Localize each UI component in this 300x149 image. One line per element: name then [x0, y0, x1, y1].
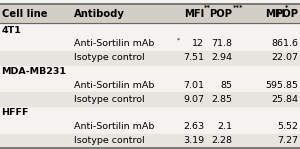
Text: ***: ***: [232, 5, 243, 11]
Text: 2.1: 2.1: [218, 122, 232, 131]
Text: POP: POP: [209, 9, 232, 19]
Text: 7.01: 7.01: [183, 81, 204, 90]
Text: 22.07: 22.07: [272, 53, 298, 62]
Text: 5.52: 5.52: [278, 122, 298, 131]
Text: 85: 85: [220, 81, 232, 90]
Text: 2.85: 2.85: [212, 95, 233, 104]
Text: 2.28: 2.28: [212, 136, 233, 145]
Text: 7.51: 7.51: [183, 53, 204, 62]
Text: Isotype control: Isotype control: [74, 95, 144, 104]
Text: 861.6: 861.6: [272, 39, 298, 48]
Bar: [0, 92, 300, 106]
Bar: [0, 134, 300, 148]
Text: Antibody: Antibody: [74, 9, 124, 19]
Text: Anti-Sortilin mAb: Anti-Sortilin mAb: [74, 122, 154, 131]
Text: 4T1: 4T1: [2, 25, 21, 35]
Text: Isotype control: Isotype control: [74, 136, 144, 145]
Text: POP: POP: [275, 9, 298, 19]
Text: 595.85: 595.85: [266, 81, 298, 90]
Text: 3.19: 3.19: [183, 136, 204, 145]
Text: Cell line: Cell line: [2, 9, 47, 19]
Text: Anti-Sortilin mAb: Anti-Sortilin mAb: [74, 39, 154, 48]
Text: 12: 12: [192, 39, 204, 48]
Bar: [0, 4, 300, 23]
Text: MFI: MFI: [184, 9, 204, 19]
Text: MDA-MB231: MDA-MB231: [2, 67, 67, 76]
Text: *: *: [177, 38, 180, 43]
Text: 7.27: 7.27: [278, 136, 298, 145]
Text: 2.94: 2.94: [212, 53, 233, 62]
Text: 71.8: 71.8: [212, 39, 233, 48]
Bar: [0, 51, 300, 65]
Text: **: **: [204, 5, 211, 11]
Text: 2.63: 2.63: [183, 122, 204, 131]
Text: HFFF: HFFF: [2, 108, 29, 117]
Text: 25.84: 25.84: [272, 95, 298, 104]
Text: *: *: [285, 5, 289, 11]
Text: Isotype control: Isotype control: [74, 53, 144, 62]
Text: 9.07: 9.07: [183, 95, 204, 104]
Text: Anti-Sortilin mAb: Anti-Sortilin mAb: [74, 81, 154, 90]
Text: MFI: MFI: [265, 9, 285, 19]
